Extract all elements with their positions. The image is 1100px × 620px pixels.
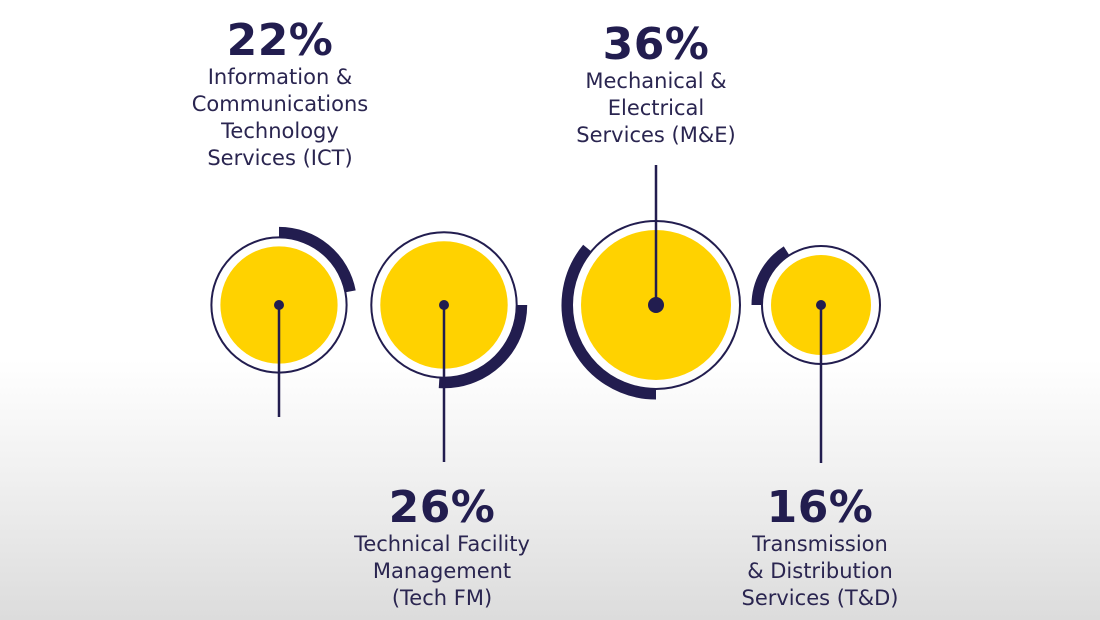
- arc-tech-fm: [438, 304, 528, 389]
- label-tech-fm: 26% Technical Facility Management (Tech …: [322, 485, 562, 612]
- arc-ict: [278, 226, 356, 293]
- label-t-and-d: 16% Transmission & Distribution Services…: [700, 485, 940, 612]
- center-dot-ict: [274, 300, 284, 310]
- center-dot-tech-fm: [439, 300, 449, 310]
- percent-tech-fm: 26%: [388, 482, 496, 533]
- center-dot-m-and-e: [648, 297, 664, 313]
- arc-t-and-d: [751, 246, 790, 306]
- category-ict: Information & Communications Technology …: [191, 65, 369, 170]
- center-dot-t-and-d: [816, 300, 826, 310]
- percent-ict: 22%: [226, 15, 334, 66]
- label-m-and-e: 36% Mechanical & Electrical Services (M&…: [536, 22, 776, 149]
- percent-m-and-e: 36%: [602, 19, 710, 70]
- category-tech-fm: Technical Facility Management (Tech FM): [354, 532, 530, 610]
- category-m-and-e: Mechanical & Electrical Services (M&E): [576, 69, 736, 147]
- percent-t-and-d: 16%: [766, 482, 874, 533]
- label-ict: 22% Information & Communications Technol…: [160, 18, 400, 172]
- category-t-and-d: Transmission & Distribution Services (T&…: [741, 532, 899, 610]
- arc-m-and-e: [561, 244, 657, 400]
